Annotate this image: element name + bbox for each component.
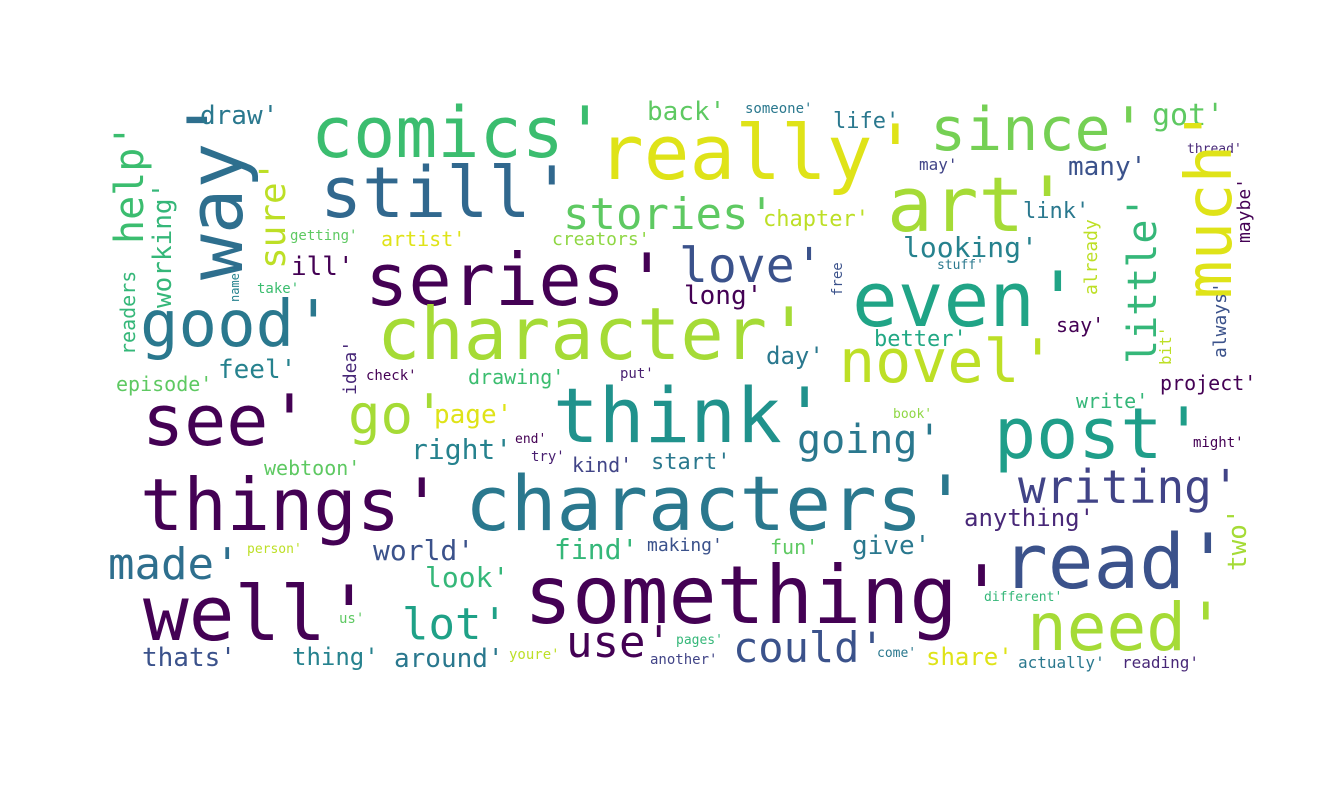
cloud-word: better'	[874, 327, 967, 352]
cloud-word: well'	[143, 569, 372, 658]
cloud-word: long'	[684, 281, 763, 311]
cloud-word: ill'	[291, 252, 354, 282]
cloud-word: going'	[797, 417, 942, 463]
cloud-word: project'	[1160, 371, 1257, 395]
cloud-word: check'	[366, 368, 417, 384]
cloud-word: really'	[598, 108, 919, 197]
cloud-word: fun'	[770, 535, 819, 559]
cloud-word: art'	[887, 160, 1071, 249]
cloud-word: post'	[994, 393, 1205, 475]
cloud-word: could'	[733, 623, 885, 672]
cloud-word: bit'	[1156, 325, 1175, 365]
cloud-word: chapter'	[763, 207, 869, 232]
cloud-word: page'	[434, 400, 513, 430]
cloud-word: actually'	[1018, 653, 1105, 672]
cloud-word: another'	[650, 652, 718, 668]
cloud-word: come'	[877, 646, 917, 661]
cloud-word: thread'	[1187, 142, 1242, 157]
cloud-word: might'	[1193, 435, 1244, 451]
cloud-word: feel'	[218, 355, 297, 385]
cloud-word: look'	[425, 561, 510, 594]
cloud-word: life'	[833, 109, 900, 134]
cloud-word: end'	[515, 432, 547, 447]
cloud-word: put'	[620, 366, 654, 382]
cloud-word: thats'	[142, 643, 236, 673]
cloud-word: right'	[411, 433, 513, 466]
cloud-word: episode'	[116, 372, 213, 396]
cloud-word: anything'	[964, 504, 1095, 532]
cloud-word: help'	[107, 123, 153, 245]
cloud-word: use'	[566, 617, 672, 668]
cloud-word: getting'	[290, 228, 358, 244]
cloud-word: link'	[1023, 199, 1090, 224]
cloud-word: day'	[766, 342, 824, 370]
cloud-word: still'	[320, 152, 573, 234]
cloud-word: see'	[142, 380, 311, 462]
cloud-word: something'	[524, 549, 1006, 642]
cloud-word: someone'	[745, 101, 813, 117]
cloud-word: much'	[1173, 105, 1247, 299]
cloud-word: free	[830, 261, 846, 296]
cloud-word: say'	[1056, 313, 1105, 337]
cloud-word: artist'	[381, 227, 466, 251]
cloud-word: maybe'	[1234, 177, 1255, 244]
cloud-word: characters'	[465, 459, 969, 548]
cloud-word: youre'	[509, 647, 560, 663]
cloud-word: reading'	[1122, 653, 1200, 672]
cloud-word: person'	[247, 542, 302, 557]
cloud-word: made'	[108, 539, 241, 590]
cloud-word: got'	[1152, 98, 1225, 133]
cloud-word: stuff'	[937, 258, 984, 273]
cloud-word: read'	[1002, 517, 1231, 606]
cloud-word: comics'	[311, 92, 607, 174]
cloud-word: find'	[554, 533, 639, 566]
cloud-word: take'	[257, 281, 300, 297]
cloud-word: character'	[377, 292, 811, 376]
cloud-word: sure'	[253, 160, 294, 270]
cloud-word: always'	[1210, 281, 1231, 358]
cloud-word: webtoon'	[264, 456, 361, 480]
cloud-word: drawing'	[468, 365, 565, 389]
cloud-word: kind'	[572, 453, 633, 477]
cloud-word: back'	[647, 97, 726, 127]
cloud-word: many'	[1068, 152, 1147, 182]
cloud-word: draw'	[200, 101, 279, 131]
cloud-word: need'	[1027, 589, 1226, 666]
cloud-word: since'	[930, 95, 1147, 165]
cloud-word: try'	[531, 449, 565, 465]
cloud-word: think'	[553, 371, 828, 460]
cloud-word: world'	[373, 534, 475, 567]
cloud-word: novel'	[839, 327, 1056, 397]
cloud-word: stories'	[563, 189, 775, 240]
cloud-word: may'	[919, 155, 958, 174]
cloud-word: give'	[852, 531, 931, 561]
cloud-word: around'	[394, 644, 504, 674]
cloud-word: go'	[348, 383, 446, 446]
cloud-word: making'	[647, 535, 723, 556]
cloud-word: write'	[1076, 389, 1149, 413]
cloud-word: creators'	[552, 229, 650, 250]
cloud-word: book'	[893, 407, 933, 422]
cloud-word: different'	[984, 590, 1063, 605]
cloud-word: thing'	[292, 643, 379, 671]
cloud-word: already	[1081, 218, 1102, 295]
cloud-word: pages'	[676, 633, 723, 648]
cloud-word: looking'	[903, 231, 1038, 264]
cloud-word: writing'	[1018, 460, 1240, 514]
cloud-word: share'	[926, 643, 1013, 671]
cloud-word: series'	[365, 238, 669, 322]
cloud-word: love'	[679, 238, 824, 294]
cloud-word: lot'	[402, 599, 508, 650]
cloud-word: us'	[339, 611, 365, 627]
cloud-word: things'	[140, 463, 444, 547]
cloud-word: start'	[651, 450, 731, 475]
cloud-word: good'	[140, 288, 333, 362]
cloud-word: even'	[852, 255, 1081, 344]
cloud-word: readers	[116, 270, 140, 356]
